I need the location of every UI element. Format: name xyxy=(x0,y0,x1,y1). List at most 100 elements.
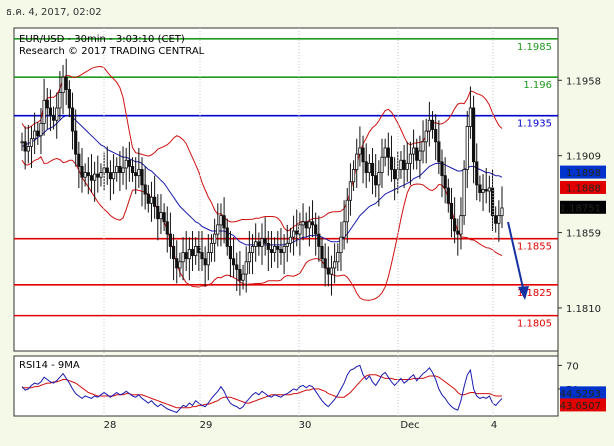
candle-body xyxy=(393,169,397,180)
candle-body xyxy=(411,147,416,155)
level-label: 1.196 xyxy=(523,80,552,91)
candle-body xyxy=(351,169,356,183)
candle-body xyxy=(380,156,384,173)
price-box: 1.18751 xyxy=(560,203,601,214)
candle-body xyxy=(317,233,321,247)
candle-body xyxy=(121,167,125,173)
candle-body xyxy=(459,215,463,235)
candle-body xyxy=(282,246,286,253)
candle-body xyxy=(165,221,169,235)
candle-body xyxy=(273,246,277,253)
level-label: 1.1855 xyxy=(517,242,552,253)
candle-body xyxy=(471,107,476,163)
candle-body xyxy=(424,130,428,143)
candle-body xyxy=(484,189,488,192)
candle-body xyxy=(96,173,100,178)
candle-body xyxy=(345,199,349,223)
candle-body xyxy=(494,215,498,224)
candle-body xyxy=(153,196,157,207)
price-tick-label: 1.1859 xyxy=(566,229,601,240)
price-box-bg xyxy=(560,200,606,214)
candle-body xyxy=(487,187,491,192)
candle-body xyxy=(468,107,473,127)
candle-body xyxy=(77,153,81,167)
candle-body xyxy=(266,242,270,250)
candle-body xyxy=(434,129,438,143)
candle-body xyxy=(370,162,375,177)
candle-body xyxy=(446,187,450,204)
axis-layer: 1.19581.19091.18591.1810282930Dec470501.… xyxy=(103,28,606,431)
candle-body xyxy=(83,172,87,178)
level-label: 1.1985 xyxy=(517,42,552,53)
candle-body xyxy=(137,169,141,177)
candle-body xyxy=(162,212,166,223)
candle-body xyxy=(175,258,179,269)
candle-body xyxy=(453,218,457,232)
candle-body xyxy=(260,238,264,247)
price-panel-frame xyxy=(13,27,559,352)
candle-body xyxy=(339,236,343,253)
candle-body xyxy=(475,161,479,186)
candle-body xyxy=(355,153,359,170)
candle-body xyxy=(216,224,220,235)
candle-body xyxy=(219,215,223,226)
candle-body xyxy=(440,161,444,177)
candle-body xyxy=(130,166,135,173)
candle-body xyxy=(181,252,185,263)
candle-body xyxy=(437,141,441,163)
candle-body xyxy=(408,153,413,164)
candle-body xyxy=(342,221,346,238)
candle-body xyxy=(320,246,324,260)
candle-body xyxy=(336,252,340,263)
candle-body xyxy=(361,147,365,163)
candle-body xyxy=(184,252,188,260)
candle-body xyxy=(194,246,198,257)
candle-body xyxy=(314,224,318,235)
candle-body xyxy=(206,252,210,266)
candle-body xyxy=(209,242,214,253)
candle-body xyxy=(247,252,251,263)
price-box-bg xyxy=(560,165,606,179)
candle-body xyxy=(222,215,226,229)
candle-body xyxy=(134,172,138,177)
candle-body xyxy=(143,184,147,195)
candle-body xyxy=(301,221,305,226)
rsi-tick-label: 70 xyxy=(566,361,579,372)
candle-body xyxy=(449,202,454,220)
candle-body xyxy=(279,249,283,253)
candle-body xyxy=(140,169,144,186)
rsi-panel-frame xyxy=(13,355,559,417)
candle-body xyxy=(149,196,154,204)
candle-body xyxy=(333,261,337,269)
candle-body xyxy=(187,249,191,260)
candle-body xyxy=(26,146,30,152)
candle-body xyxy=(225,227,229,247)
candle-body xyxy=(127,159,131,167)
candle-body xyxy=(263,238,267,244)
candle-body xyxy=(171,246,176,260)
candle-body xyxy=(93,173,97,181)
candle-body xyxy=(168,233,173,247)
candle-body xyxy=(465,126,469,170)
level-label: 1.1825 xyxy=(517,288,552,299)
candle-body xyxy=(310,221,315,226)
candle-body xyxy=(89,175,94,181)
candle-body xyxy=(399,159,403,170)
candle-body xyxy=(42,99,46,124)
candle-body xyxy=(396,169,400,180)
candle-body xyxy=(500,207,504,217)
candle-body xyxy=(462,169,466,217)
candle-body xyxy=(364,161,368,173)
candle-body xyxy=(197,246,201,253)
chart-timestamp: ธ.ค. 4, 2017, 02:02 xyxy=(6,7,102,18)
x-tick-label: 29 xyxy=(200,420,213,431)
candle-body xyxy=(285,242,289,247)
x-tick-label: 4 xyxy=(491,420,497,431)
candle-body xyxy=(48,107,53,117)
candle-body xyxy=(178,261,182,269)
candle-body xyxy=(456,230,460,235)
price-box: 1.1888 xyxy=(566,183,601,194)
level-label: 1.1935 xyxy=(517,119,552,130)
candle-body xyxy=(291,230,296,238)
